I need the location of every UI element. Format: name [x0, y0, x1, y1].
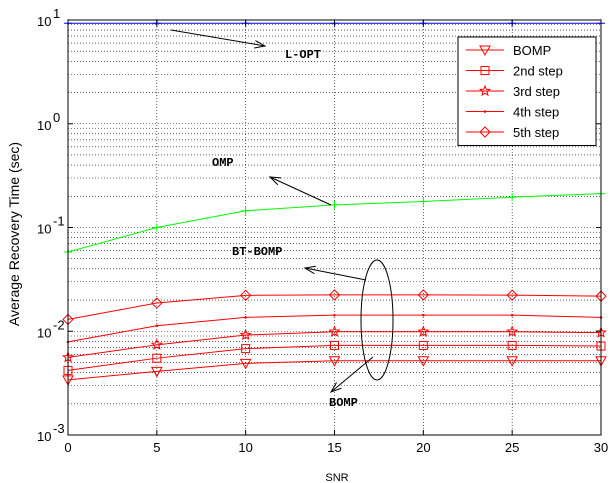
arrow-line — [269, 176, 332, 206]
y-tick-label: 10 — [37, 118, 51, 133]
annotations: L-OPT OMP BT-BOMP BOMP — [170, 29, 394, 410]
arrow-line — [170, 29, 266, 47]
series-marker — [480, 66, 490, 75]
series-marker — [244, 316, 247, 319]
series-marker — [506, 289, 518, 301]
y-tick-label: 10 — [37, 325, 51, 340]
series-marker — [422, 313, 425, 317]
legend-item: 2nd step — [466, 64, 563, 79]
series-marker — [507, 340, 517, 350]
y-tick-label: 10 — [37, 14, 51, 29]
series-marker — [151, 297, 163, 309]
legend-label: 4th step — [513, 105, 559, 120]
legend-item: 3rd step — [466, 84, 560, 99]
arrow-head — [268, 176, 282, 186]
series-marker — [419, 197, 428, 206]
x-tick-label: 30 — [594, 440, 608, 455]
series-marker — [328, 289, 341, 301]
annotation-bomp: BOMP — [329, 396, 358, 410]
x-tick-label: 20 — [416, 440, 430, 455]
x-tick-label: 5 — [153, 440, 160, 455]
legend-label: BOMP — [513, 43, 551, 58]
legend-item: 4th step — [466, 105, 559, 120]
y-tick-exponent: -2 — [53, 317, 65, 332]
x-axis-label: SNR — [325, 472, 348, 483]
legend: BOMP 2nd step 3rd step 4th step 5th step — [457, 36, 597, 146]
series-marker — [155, 324, 159, 328]
series-marker — [417, 356, 430, 367]
legend-item: BOMP — [466, 43, 551, 58]
series-marker — [508, 193, 517, 202]
series-marker — [417, 289, 430, 301]
series-3rd-step — [61, 325, 608, 363]
series-marker — [506, 325, 519, 337]
series-marker — [479, 45, 491, 57]
y-tick-label: 10 — [37, 222, 51, 237]
series-marker — [239, 289, 252, 302]
y-axis-label: Average Recovery Time (sec) — [6, 142, 22, 326]
y-tick-exponent: -3 — [53, 421, 65, 436]
series-marker — [330, 200, 339, 209]
series-bomp — [62, 356, 607, 386]
bt-bomp-ellipse — [360, 259, 394, 381]
series-marker — [152, 223, 161, 232]
x-tick-label: 0 — [64, 440, 71, 455]
series-4th-step — [66, 313, 603, 344]
arrow-head — [254, 40, 267, 49]
arrow-head — [303, 265, 316, 275]
legend-label: 5th step — [513, 125, 559, 140]
series-marker — [328, 356, 341, 367]
legend-label: 3rd step — [513, 84, 560, 99]
y-tick-label: 10 — [37, 429, 51, 444]
y-tick-exponent: -1 — [53, 214, 65, 229]
x-tick-label: 10 — [238, 440, 252, 455]
series-line — [67, 331, 602, 358]
legend-item: 5th step — [466, 125, 559, 140]
series-marker — [418, 340, 428, 350]
arrow-line — [304, 267, 367, 281]
series-marker — [506, 356, 519, 367]
arrow-head — [329, 382, 342, 393]
series-marker — [330, 340, 339, 350]
annotation-btbomp: BT-BOMP — [232, 245, 282, 259]
series-marker — [479, 126, 491, 138]
annotation-omp: OMP — [212, 156, 234, 170]
x-tick-label: 15 — [327, 440, 341, 455]
series-marker — [239, 358, 252, 370]
x-tick-label: 25 — [505, 440, 519, 455]
series-marker — [483, 110, 487, 113]
annotation-lopt: L-OPT — [285, 48, 321, 62]
series-marker — [241, 206, 250, 215]
series-marker — [417, 325, 430, 337]
series-line — [67, 360, 601, 381]
series-marker — [333, 313, 336, 317]
series-marker — [150, 338, 163, 350]
series-marker — [241, 344, 251, 354]
series-marker — [478, 84, 492, 97]
series-marker — [328, 325, 341, 337]
legend-label: 2nd step — [513, 64, 563, 79]
y-tick-exponent: 0 — [53, 110, 60, 125]
series-marker — [239, 328, 252, 341]
series-marker — [150, 366, 163, 378]
series-marker — [510, 313, 514, 317]
series-line — [67, 294, 602, 320]
series-line — [67, 344, 602, 371]
series-marker — [152, 353, 162, 363]
y-tick-exponent: 1 — [53, 6, 60, 21]
